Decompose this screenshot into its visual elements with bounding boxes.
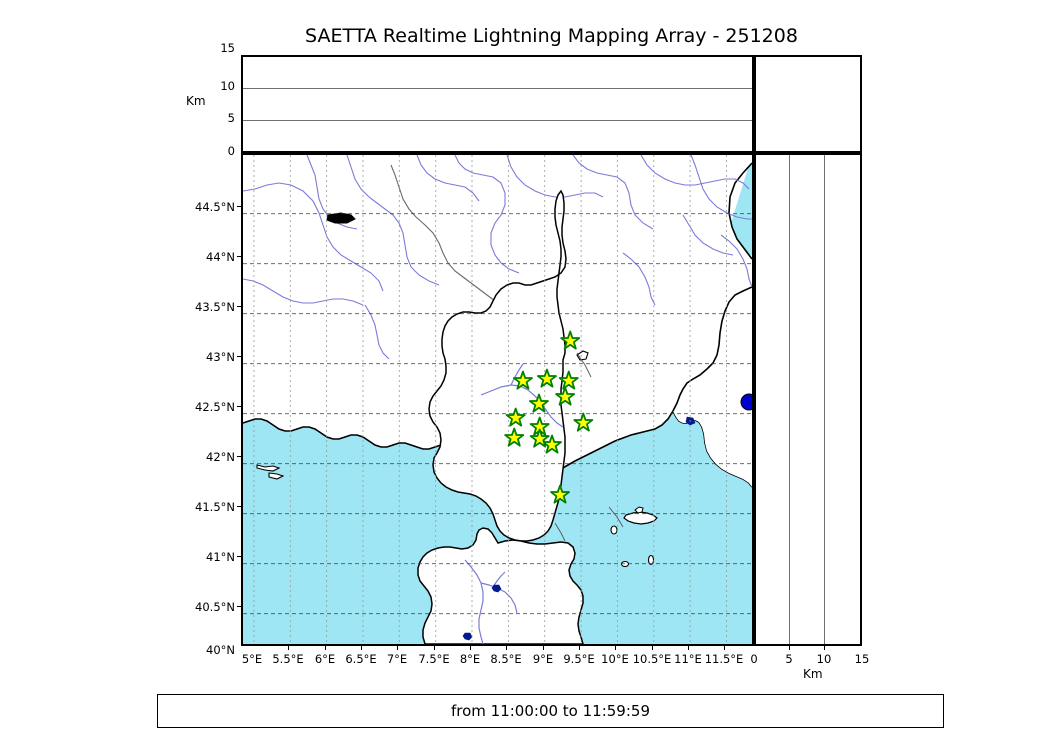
tickmark-lon-10 [615, 646, 616, 650]
lat-tick-41: 41°N [206, 550, 235, 564]
alt-tick-10: 10 [220, 79, 235, 93]
lon-tick-7.5: 7.5°E [418, 652, 450, 666]
gridline-alt-right-5 [789, 155, 790, 644]
tickmark-lat-43.5 [237, 306, 241, 307]
lat-tick-43: 43°N [206, 350, 235, 364]
station-markers [504, 330, 594, 504]
station-marker [550, 484, 570, 504]
alt-tick-15: 15 [220, 41, 235, 55]
tickmark-lon-10.5 [652, 646, 653, 650]
page-title: SAETTA Realtime Lightning Mapping Array … [305, 25, 798, 47]
station-marker [537, 368, 557, 388]
lon-tick-6: 6°E [314, 652, 336, 666]
tickmark-lat-41.5 [237, 506, 241, 507]
tickmark-lat-41 [237, 556, 241, 557]
station-marker [513, 370, 533, 390]
tickmark-lon-9 [543, 646, 544, 650]
alt-right-tick-5: 5 [785, 652, 793, 666]
tickmark-lat-42 [237, 456, 241, 457]
tickmark-lat-44 [237, 256, 241, 257]
lon-tick-11: 11°E [674, 652, 702, 666]
lon-tick-9.5: 9.5°E [563, 652, 595, 666]
time-range-text: from 11:00:00 to 11:59:59 [450, 702, 650, 720]
tickmark-lon-11 [688, 646, 689, 650]
station-marker [542, 434, 562, 454]
time-range-status-bar: from 11:00:00 to 11:59:59 [157, 694, 944, 728]
alt-tick-5: 5 [227, 111, 235, 125]
station-marker [505, 407, 526, 427]
lat-tick-43.5: 43.5°N [195, 300, 235, 314]
lon-tick-10.5: 10.5°E [632, 652, 672, 666]
map-graphic [243, 155, 752, 644]
altitude-axis-label: Km [186, 94, 206, 108]
station-marker [555, 386, 576, 406]
station-marker [529, 428, 550, 448]
tickmark-lon-8 [470, 646, 471, 650]
gridline-alt-5 [243, 120, 752, 121]
lon-tick-6.5: 6.5°E [345, 652, 377, 666]
lat-tick-40: 40°N [206, 643, 235, 657]
tickmark-lon-5.5 [288, 646, 289, 650]
tickmark-lon-9.5 [579, 646, 580, 650]
station-marker [504, 427, 525, 447]
tickmark-lon-7.5 [434, 646, 435, 650]
lat-tick-41.5: 41.5°N [195, 500, 235, 514]
alt-right-tick-0: 0 [750, 652, 758, 666]
lat-tick-44.5: 44.5°N [195, 200, 235, 214]
lon-tick-7: 7°E [386, 652, 408, 666]
tickmark-lon-7 [397, 646, 398, 650]
altitude-axis-label-right: Km [803, 667, 823, 681]
tickmark-alt-right-10 [824, 646, 825, 650]
tickmark-lon-6.5 [361, 646, 362, 650]
gridline-alt-10 [243, 88, 752, 89]
tickmark-lat-44.5 [237, 206, 241, 207]
lon-tick-5.5: 5.5°E [272, 652, 304, 666]
lat-tick-42: 42°N [206, 450, 235, 464]
lon-tick-8.5: 8.5°E [490, 652, 522, 666]
altitude-altitude-panel [754, 55, 862, 153]
alt-right-tick-10: 10 [816, 652, 832, 666]
lon-tick-11.5: 11.5°E [704, 652, 744, 666]
lat-tick-42.5: 42.5°N [195, 400, 235, 414]
altitude-longitude-panel [241, 55, 754, 153]
tickmark-alt-right-5 [789, 646, 790, 650]
lon-tick-5: 5°E [241, 652, 263, 666]
lat-tick-40.5: 40.5°N [195, 600, 235, 614]
tickmark-lon-6 [325, 646, 326, 650]
tickmark-lon-11.5 [724, 646, 725, 650]
station-marker [558, 370, 579, 390]
tickmark-lon-8.5 [506, 646, 507, 650]
station-marker [573, 412, 594, 432]
alt-tick-0: 0 [227, 144, 235, 158]
station-marker [560, 330, 581, 350]
lat-tick-44: 44°N [206, 250, 235, 264]
latitude-altitude-panel [754, 153, 862, 646]
station-marker [529, 393, 549, 413]
gridline-alt-right-10 [824, 155, 825, 644]
lon-tick-10: 10°E [601, 652, 629, 666]
tickmark-lat-42.5 [237, 406, 241, 407]
event-marker-dot [740, 393, 752, 411]
tickmark-lat-40.5 [237, 606, 241, 607]
lon-tick-9: 9°E [532, 652, 554, 666]
map-panel[interactable] [241, 153, 754, 646]
lon-tick-8: 8°E [459, 652, 481, 666]
alt-right-tick-15: 15 [854, 652, 870, 666]
tickmark-lat-43 [237, 356, 241, 357]
